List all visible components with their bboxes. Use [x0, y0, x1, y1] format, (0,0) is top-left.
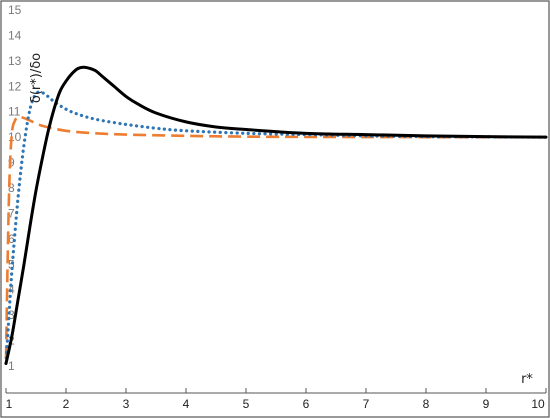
y-tick-label: 11 — [8, 105, 21, 119]
y-tick-label: 5 — [8, 257, 15, 271]
series-line-dotted — [4, 90, 548, 366]
x-tick-label: 3 — [123, 397, 130, 411]
x-tick-label: 4 — [183, 397, 190, 411]
y-tick-label: 3 — [8, 308, 15, 322]
y-axis-label: δ(r*)/δo — [29, 53, 44, 103]
series-layer — [4, 65, 548, 366]
y-tick-label: 12 — [8, 79, 22, 93]
x-tick-label: 6 — [303, 397, 310, 411]
y-tick-label: 13 — [8, 54, 22, 68]
y-tick-label: 14 — [8, 28, 22, 42]
x-tick-label: 9 — [483, 397, 490, 411]
x-tick-label: 2 — [63, 397, 70, 411]
x-tick-label: 8 — [423, 397, 430, 411]
x-axis-ticks: 1 2 3 4 5 6 7 8 9 10 — [5, 388, 547, 411]
x-tick-label: 5 — [243, 397, 250, 411]
x-axis-label: r* — [521, 372, 533, 387]
y-tick-label: 15 — [8, 3, 22, 17]
y-tick-label: 7 — [8, 206, 15, 220]
y-tick-label: 8 — [8, 181, 15, 195]
y-tick-label: 1 — [8, 359, 15, 373]
y-tick-label: 9 — [8, 156, 15, 170]
x-tick-label: 1 — [6, 397, 13, 411]
x-tick-label: 7 — [363, 397, 370, 411]
series-line-dashed — [4, 115, 547, 359]
x-tick-label: 10 — [531, 397, 545, 411]
y-tick-label: 6 — [8, 232, 15, 246]
series-line-solid — [4, 65, 548, 365]
